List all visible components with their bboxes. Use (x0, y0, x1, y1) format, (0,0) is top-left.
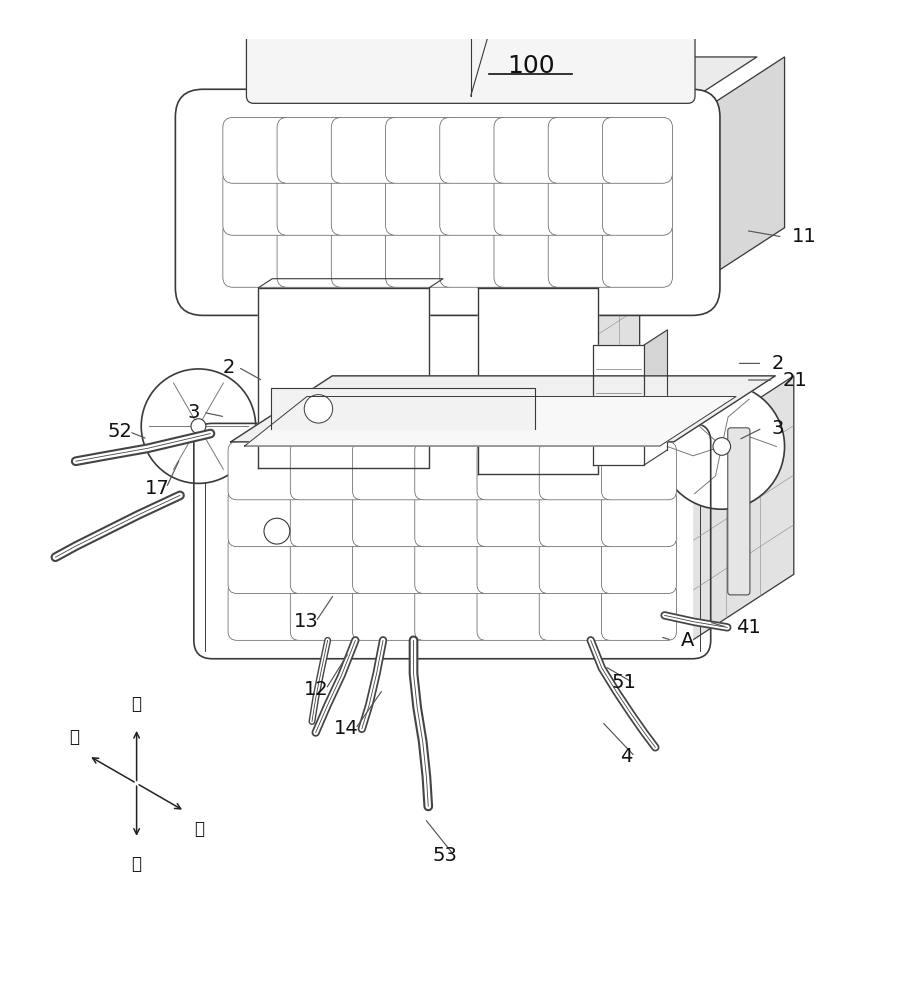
FancyBboxPatch shape (603, 221, 673, 287)
FancyBboxPatch shape (603, 117, 673, 183)
FancyBboxPatch shape (291, 442, 366, 500)
FancyBboxPatch shape (353, 442, 427, 500)
FancyBboxPatch shape (246, 0, 695, 103)
FancyBboxPatch shape (386, 117, 456, 183)
FancyBboxPatch shape (539, 442, 614, 500)
FancyBboxPatch shape (175, 89, 720, 315)
Polygon shape (644, 330, 667, 465)
FancyBboxPatch shape (603, 169, 673, 235)
FancyBboxPatch shape (228, 535, 303, 593)
FancyBboxPatch shape (439, 221, 509, 287)
Polygon shape (231, 57, 757, 117)
Text: 41: 41 (737, 618, 761, 637)
FancyBboxPatch shape (494, 221, 564, 287)
Polygon shape (245, 397, 736, 446)
FancyBboxPatch shape (414, 535, 490, 593)
Text: 4: 4 (619, 747, 632, 766)
Text: A: A (681, 631, 694, 650)
FancyBboxPatch shape (331, 169, 402, 235)
FancyBboxPatch shape (548, 117, 618, 183)
Circle shape (141, 369, 256, 483)
FancyBboxPatch shape (228, 442, 303, 500)
FancyBboxPatch shape (539, 535, 614, 593)
Polygon shape (593, 345, 644, 465)
Text: 17: 17 (145, 479, 169, 498)
Polygon shape (692, 57, 785, 288)
Polygon shape (692, 376, 794, 640)
Text: 右: 右 (69, 728, 79, 746)
FancyBboxPatch shape (539, 489, 614, 547)
FancyBboxPatch shape (439, 117, 509, 183)
Circle shape (191, 419, 206, 434)
FancyBboxPatch shape (414, 489, 490, 547)
FancyBboxPatch shape (539, 582, 614, 640)
FancyBboxPatch shape (548, 221, 618, 287)
Polygon shape (258, 279, 443, 288)
FancyBboxPatch shape (548, 169, 618, 235)
Text: 2: 2 (222, 358, 235, 377)
Polygon shape (271, 388, 535, 429)
Text: 52: 52 (108, 422, 132, 441)
Text: 14: 14 (334, 719, 358, 738)
FancyBboxPatch shape (353, 489, 427, 547)
Text: 3: 3 (187, 403, 200, 422)
FancyBboxPatch shape (602, 489, 677, 547)
FancyBboxPatch shape (228, 489, 303, 547)
FancyBboxPatch shape (222, 169, 293, 235)
Polygon shape (478, 288, 598, 474)
Circle shape (264, 518, 290, 544)
FancyBboxPatch shape (228, 582, 303, 640)
FancyBboxPatch shape (727, 428, 749, 595)
Polygon shape (231, 376, 775, 442)
Text: 下: 下 (132, 855, 141, 873)
Text: 51: 51 (612, 673, 636, 692)
FancyBboxPatch shape (477, 442, 552, 500)
Text: 21: 21 (783, 371, 808, 390)
Text: 左: 左 (194, 820, 204, 838)
Text: 3: 3 (772, 419, 784, 438)
FancyBboxPatch shape (277, 169, 347, 235)
Text: 2: 2 (772, 354, 784, 373)
Text: 上: 上 (132, 695, 141, 713)
Text: 53: 53 (433, 846, 457, 865)
FancyBboxPatch shape (277, 221, 347, 287)
FancyBboxPatch shape (353, 535, 427, 593)
Polygon shape (258, 288, 429, 468)
FancyBboxPatch shape (477, 489, 552, 547)
FancyBboxPatch shape (353, 582, 427, 640)
FancyBboxPatch shape (414, 442, 490, 500)
Circle shape (659, 384, 785, 509)
FancyBboxPatch shape (477, 535, 552, 593)
Polygon shape (598, 261, 640, 474)
FancyBboxPatch shape (477, 582, 552, 640)
FancyBboxPatch shape (439, 169, 509, 235)
FancyBboxPatch shape (494, 117, 564, 183)
FancyBboxPatch shape (331, 117, 402, 183)
Polygon shape (212, 442, 692, 640)
FancyBboxPatch shape (331, 221, 402, 287)
FancyBboxPatch shape (602, 442, 677, 500)
Text: 13: 13 (294, 612, 318, 631)
FancyBboxPatch shape (386, 221, 456, 287)
FancyBboxPatch shape (277, 117, 347, 183)
FancyBboxPatch shape (222, 117, 293, 183)
FancyBboxPatch shape (386, 169, 456, 235)
FancyBboxPatch shape (494, 169, 564, 235)
FancyBboxPatch shape (291, 582, 366, 640)
Text: 11: 11 (792, 227, 817, 246)
Circle shape (713, 438, 731, 455)
Text: 12: 12 (305, 680, 329, 699)
FancyBboxPatch shape (222, 221, 293, 287)
FancyBboxPatch shape (291, 489, 366, 547)
FancyBboxPatch shape (602, 535, 677, 593)
FancyBboxPatch shape (291, 535, 366, 593)
Polygon shape (478, 261, 640, 288)
Text: 100: 100 (507, 54, 555, 78)
FancyBboxPatch shape (414, 582, 490, 640)
FancyBboxPatch shape (602, 582, 677, 640)
Circle shape (305, 395, 332, 423)
